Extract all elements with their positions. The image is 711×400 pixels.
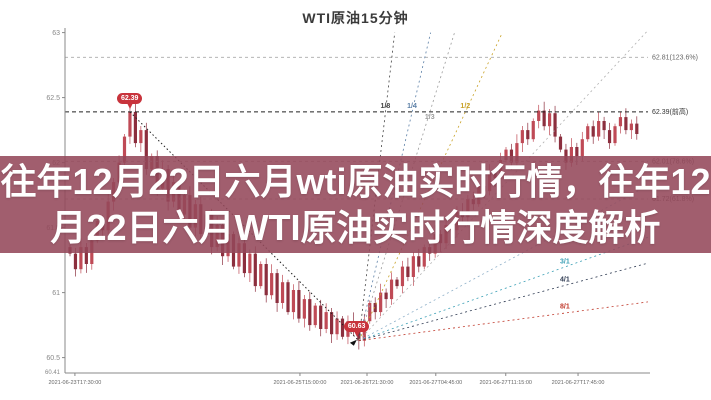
y-axis-tick-label: 63 [52, 30, 60, 37]
gann-fan-label: 1/8 [380, 103, 390, 110]
fan-origin-arrow [349, 339, 357, 346]
low-price-label: 60.63 [347, 322, 366, 330]
gann-fan-label: 4/1 [560, 277, 570, 284]
headline-overlay: 往年12月22日六月wti原油实时行情，往年12 月22日六月WTI原油实时行情… [0, 156, 711, 253]
y-axis-corner-label: 60.41 [45, 370, 61, 376]
y-axis-tick-label: 61 [52, 290, 60, 297]
gann-fan-label: 8/1 [560, 304, 570, 311]
y-axis-tick-label: 62.5 [46, 95, 60, 102]
axes-group: 6362.56261.56160.560.412021-06-23T17:30:… [45, 28, 650, 386]
x-axis-tick-label: 2021-06-27T17:45:00 [552, 380, 605, 386]
x-axis-tick-label: 2021-06-27T04:45:00 [409, 380, 462, 386]
x-axis-tick-label: 2021-06-23T17:30:00 [48, 380, 101, 386]
x-axis-tick-label: 2021-06-26T21:30:00 [341, 380, 394, 386]
headline-line-2: 月22日六月WTI原油实时行情深度解析 [50, 206, 661, 248]
x-axis-tick-label: 2021-06-27T11:15:00 [479, 380, 532, 386]
y-axis-tick-label: 60.5 [46, 355, 60, 362]
x-axis-tick-label: 2021-06-25T15:00:00 [273, 380, 326, 386]
low-price-marker: 60.63 [343, 320, 370, 337]
gann-fan-label: 1/3 [425, 114, 435, 121]
high-price-label: 62.39 [120, 94, 139, 102]
level-label: 62.81(123.6%) [652, 54, 698, 61]
chart-title: WTI原油15分钟 [302, 10, 409, 26]
gann-fan-label: 1/4 [407, 103, 417, 110]
high-price-marker: 62.39 [116, 92, 143, 109]
gann-fan-label: 1/2 [460, 103, 470, 110]
gann-fan-label: 3/1 [560, 259, 570, 266]
headline-line-1: 往年12月22日六月wti原油实时行情，往年12 [0, 160, 711, 202]
level-label: 62.39(前高) [652, 107, 688, 116]
